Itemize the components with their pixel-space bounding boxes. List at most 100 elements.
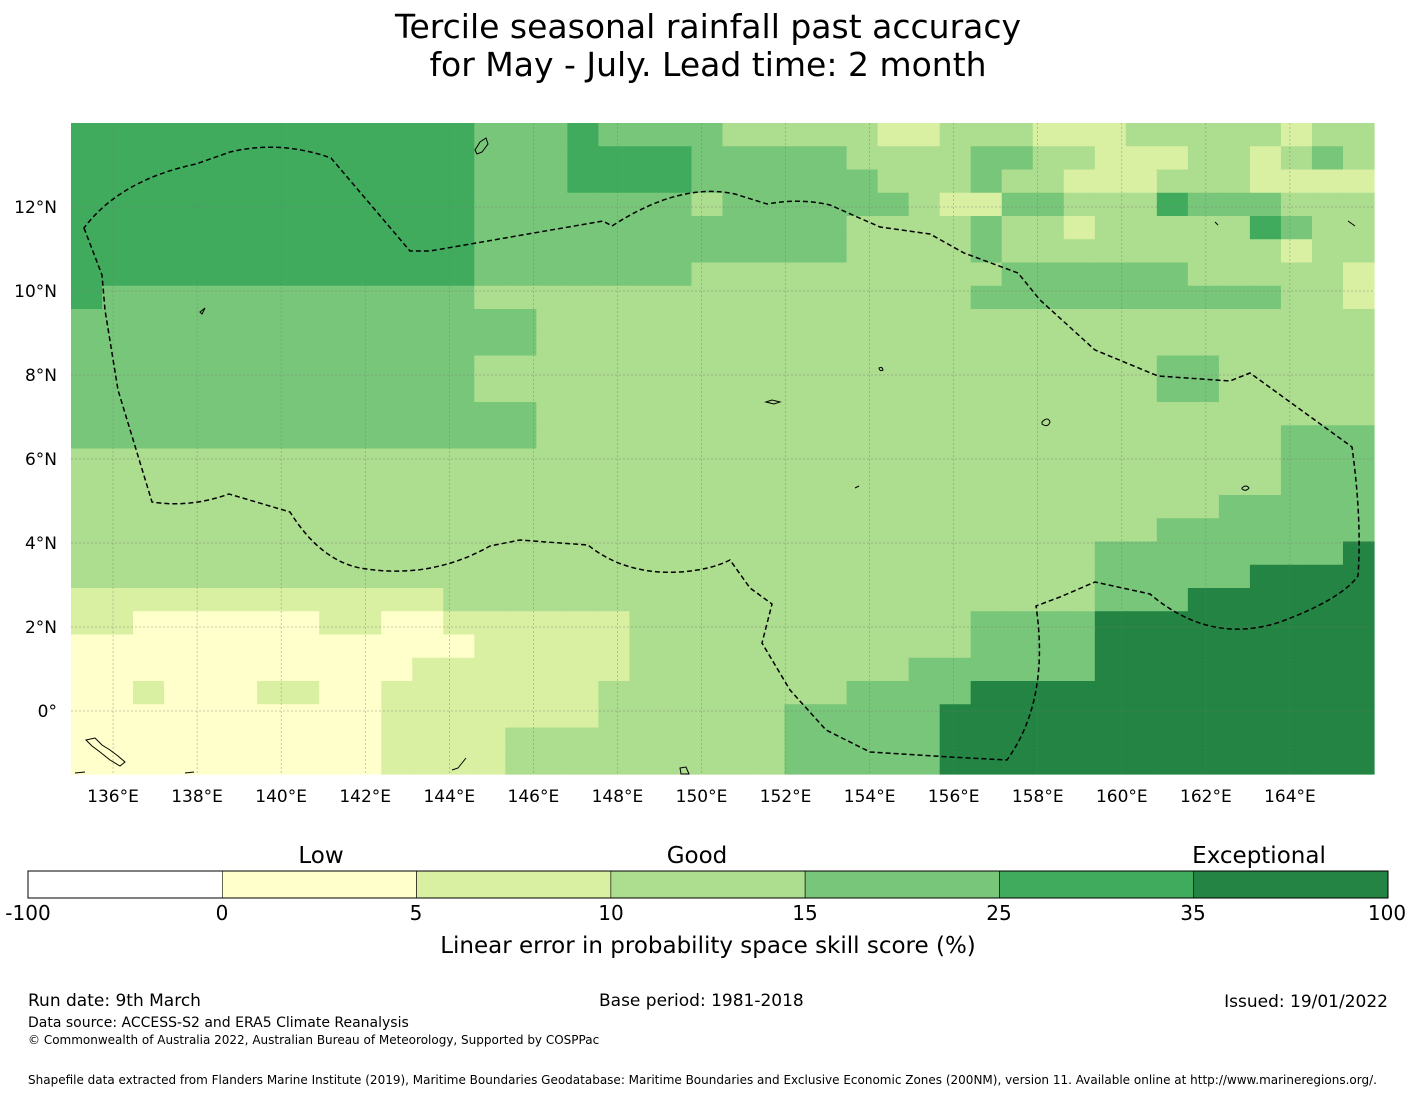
grid-cell [474, 239, 506, 264]
grid-cell [1280, 425, 1313, 450]
grid-cell [815, 681, 848, 705]
grid-cell [536, 750, 568, 775]
grid-cell [1218, 634, 1251, 659]
grid-cell [195, 425, 227, 450]
grid-cell [71, 285, 103, 310]
grid-cell [1063, 518, 1096, 543]
grid-cell [536, 727, 568, 752]
grid-cell [319, 448, 351, 473]
grid-cell [288, 355, 320, 380]
grid-cell [133, 611, 165, 636]
grid-cell [133, 402, 165, 426]
grid-cell [753, 192, 786, 217]
grid-cell [474, 611, 506, 636]
grid-cell [784, 425, 817, 450]
grid-cell [1032, 681, 1065, 705]
grid-cell [443, 146, 475, 171]
grid-cell [71, 123, 103, 147]
grid-cell [381, 588, 413, 612]
grid-cell [1001, 192, 1034, 217]
grid-cell [412, 541, 444, 566]
grid-cell [1187, 355, 1220, 380]
grid-cell [1063, 355, 1096, 380]
island-coastline [74, 771, 86, 774]
grid-cell [970, 518, 1003, 543]
longitude-tick-label: 162°E [1180, 787, 1232, 807]
grid-cell [536, 262, 568, 287]
longitude-tick-label: 160°E [1096, 787, 1148, 807]
grid-cell [722, 146, 755, 171]
grid-cell [71, 495, 103, 519]
grid-cell [505, 309, 537, 333]
grid-cell [598, 471, 631, 496]
grid-cell [815, 402, 848, 426]
grid-cell [1218, 611, 1251, 636]
grid-cell [567, 495, 599, 519]
grid-cell [877, 355, 910, 380]
grid-cell [1311, 123, 1344, 147]
grid-cell [877, 657, 910, 682]
grid-cell [1187, 309, 1220, 333]
grid-cell [1063, 216, 1096, 240]
grid-cell [195, 471, 227, 496]
grid-cell [970, 239, 1003, 264]
grid-cell [908, 681, 941, 705]
grid-cell [1249, 216, 1282, 240]
grid-cell [257, 309, 289, 333]
grid-cell [846, 355, 879, 380]
grid-cell [257, 541, 289, 566]
grid-cell [598, 541, 631, 566]
grid-cell [1311, 192, 1344, 217]
grid-cell [412, 681, 444, 705]
grid-cell [505, 402, 537, 426]
grid-cell [443, 448, 475, 473]
grid-cell [1280, 169, 1313, 194]
grid-cell [288, 448, 320, 473]
grid-cell [1249, 378, 1282, 403]
grid-cell [784, 611, 817, 636]
grid-cell [443, 541, 475, 566]
grid-cell [102, 471, 134, 496]
grid-cell [784, 564, 817, 589]
grid-cell [660, 518, 693, 543]
grid-cell [257, 704, 289, 729]
grid-cell [598, 332, 631, 357]
grid-cell [257, 750, 289, 775]
grid-cell [288, 285, 320, 310]
grid-cell [567, 239, 599, 264]
grid-cell [1249, 611, 1282, 636]
grid-cell [598, 378, 631, 403]
grid-cell [1280, 192, 1313, 217]
grid-cell [1032, 704, 1065, 729]
grid-cell [598, 123, 631, 147]
grid-cell [288, 309, 320, 333]
grid-cell [319, 239, 351, 264]
grid-cell [1001, 216, 1034, 240]
grid-cell [660, 681, 693, 705]
grid-cell [505, 285, 537, 310]
grid-cell [257, 146, 289, 171]
grid-cell [350, 425, 382, 450]
grid-cell [1218, 657, 1251, 682]
grid-cell [288, 611, 320, 636]
grid-cell [536, 239, 568, 264]
grid-cell [350, 657, 382, 682]
grid-cell [1063, 239, 1096, 264]
grid-cell [1001, 309, 1034, 333]
grid-cell [567, 309, 599, 333]
grid-cell [1125, 495, 1158, 519]
grid-cell [1311, 402, 1344, 426]
grid-cell [660, 192, 693, 217]
grid-cell [1311, 169, 1344, 194]
grid-cell [536, 332, 568, 357]
grid-cell [939, 378, 972, 403]
grid-cell [1063, 634, 1096, 659]
grid-cell [1280, 402, 1313, 426]
grid-cell [629, 262, 662, 287]
grid-cell [1187, 727, 1220, 752]
grid-cell [71, 471, 103, 496]
grid-cell [567, 727, 599, 752]
grid-cell [102, 495, 134, 519]
grid-cell [102, 239, 134, 264]
grid-cell [1218, 425, 1251, 450]
